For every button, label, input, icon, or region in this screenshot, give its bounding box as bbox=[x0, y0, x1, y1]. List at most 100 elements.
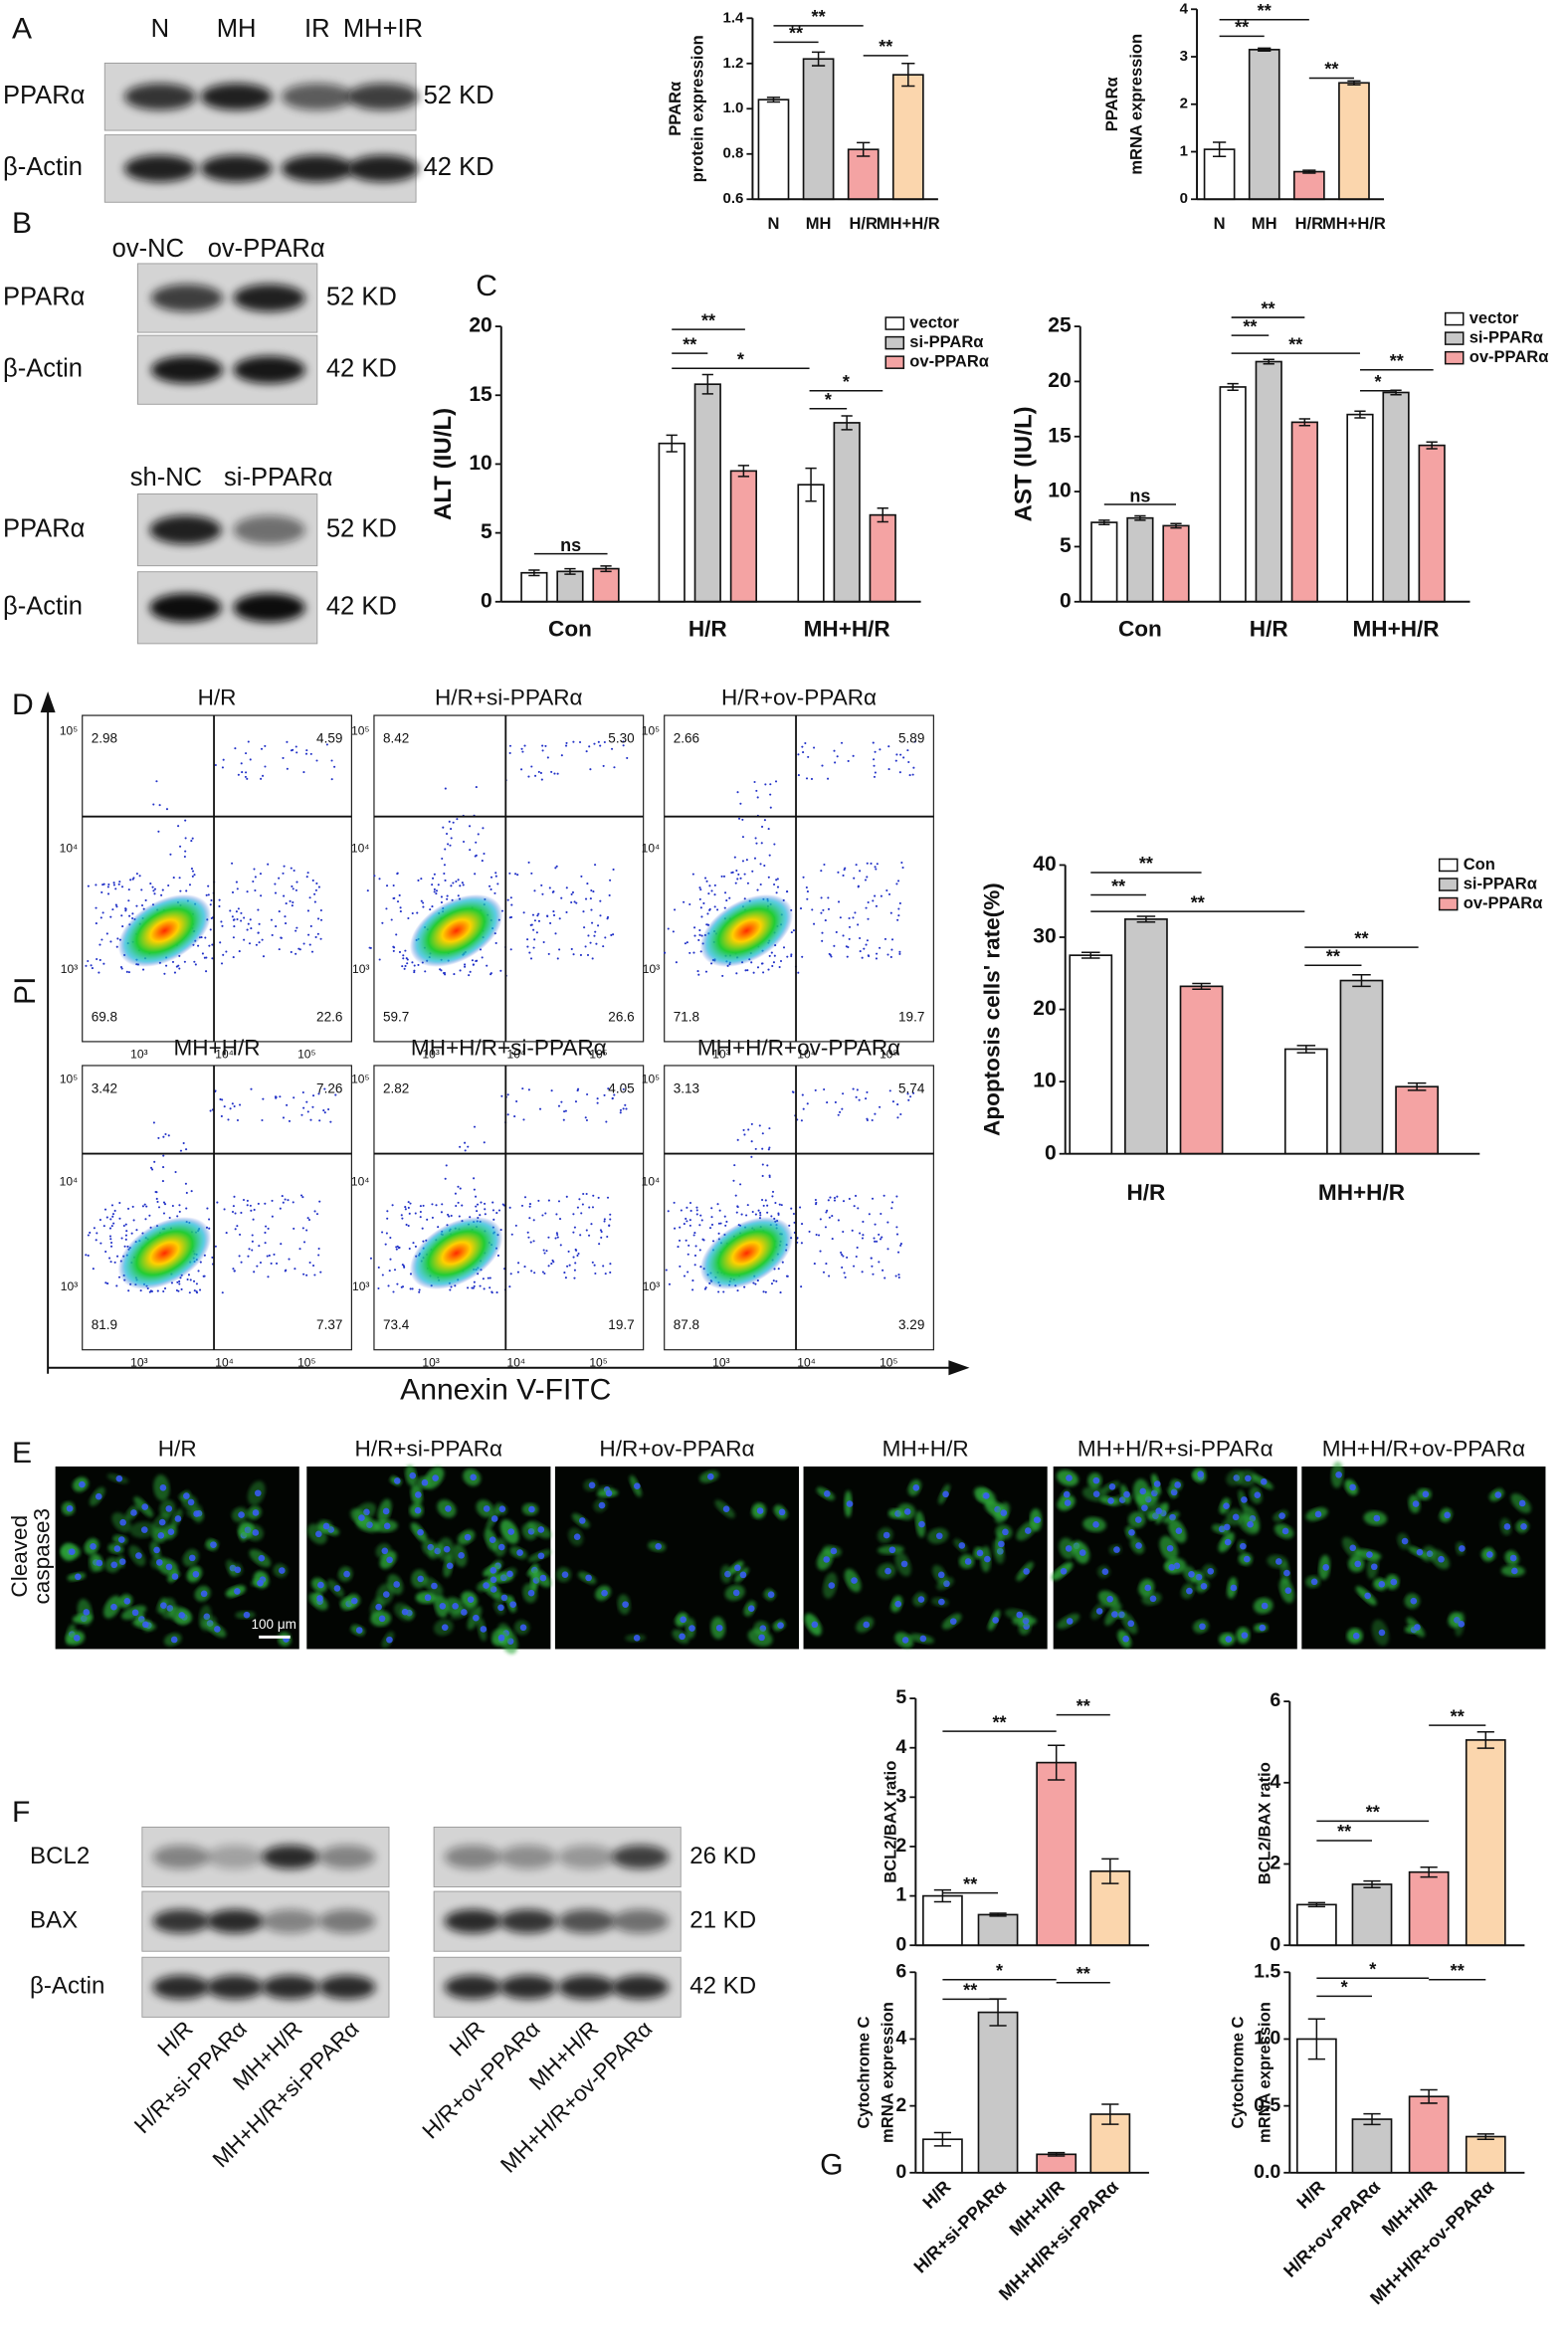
event-dot bbox=[306, 1217, 309, 1220]
event-dot bbox=[523, 744, 526, 747]
event-dot bbox=[609, 879, 612, 882]
event-dot bbox=[173, 971, 176, 974]
blot-band bbox=[499, 1975, 557, 2000]
event-dot bbox=[98, 958, 101, 962]
nucleus bbox=[846, 1500, 854, 1507]
event-dot bbox=[859, 950, 862, 953]
event-dot bbox=[111, 1215, 114, 1218]
blot-band bbox=[150, 284, 224, 312]
nucleus bbox=[79, 1480, 86, 1488]
error-bar bbox=[1081, 951, 1100, 959]
event-dot bbox=[527, 861, 530, 864]
bar bbox=[977, 2011, 1019, 2174]
nucleus bbox=[1243, 1555, 1251, 1563]
event-dot bbox=[294, 745, 297, 748]
event-dot bbox=[508, 916, 511, 919]
event-dot bbox=[467, 1286, 470, 1289]
bar bbox=[1162, 524, 1190, 603]
event-dot bbox=[288, 1258, 291, 1261]
event-dot bbox=[433, 887, 436, 891]
event-dot bbox=[311, 1094, 315, 1097]
event-dot bbox=[308, 896, 311, 899]
event-dot bbox=[873, 1237, 876, 1240]
event-dot bbox=[286, 1103, 289, 1106]
event-dot bbox=[414, 1212, 417, 1215]
error-bar bbox=[1307, 1901, 1325, 1908]
nucleus bbox=[1033, 1516, 1041, 1523]
legend-swatch bbox=[884, 355, 905, 369]
event-dot bbox=[528, 1203, 532, 1206]
event-dot bbox=[891, 1100, 894, 1103]
bar bbox=[1351, 1883, 1393, 1947]
nucleus bbox=[976, 1549, 984, 1557]
event-dot bbox=[496, 1254, 499, 1258]
event-dot bbox=[457, 894, 460, 897]
bar bbox=[1036, 2153, 1078, 2174]
nucleus bbox=[183, 1492, 190, 1499]
event-dot bbox=[325, 743, 328, 746]
x-tick-label: MH bbox=[1252, 214, 1277, 233]
event-dot bbox=[698, 1224, 701, 1227]
event-dot bbox=[852, 1087, 855, 1090]
blot-band bbox=[318, 1845, 376, 1869]
event-dot bbox=[563, 1110, 566, 1113]
nucleus bbox=[458, 1552, 465, 1559]
event-dot bbox=[754, 1213, 757, 1216]
nucleus bbox=[1092, 1521, 1099, 1528]
event-dot bbox=[103, 1208, 107, 1211]
event-dot bbox=[435, 1204, 438, 1207]
event-dot bbox=[500, 1094, 503, 1097]
event-dot bbox=[506, 1093, 509, 1096]
nucleus bbox=[131, 1609, 139, 1617]
event-dot bbox=[177, 825, 180, 828]
event-dot bbox=[887, 768, 890, 771]
event-dot bbox=[833, 749, 836, 752]
nucleus bbox=[214, 1626, 221, 1633]
nucleus bbox=[1520, 1522, 1527, 1530]
event-dot bbox=[188, 883, 192, 886]
event-dot bbox=[450, 884, 453, 887]
y-tick-label: 30 bbox=[1033, 925, 1056, 948]
event-dot bbox=[286, 767, 289, 770]
x-tick-label: 10³ bbox=[130, 1048, 147, 1062]
event-dot bbox=[87, 1254, 90, 1258]
event-dot bbox=[759, 882, 762, 886]
event-dot bbox=[830, 955, 833, 958]
event-dot bbox=[183, 960, 186, 963]
event-dot bbox=[873, 758, 876, 761]
event-dot bbox=[104, 1281, 107, 1284]
nucleus bbox=[1225, 1636, 1233, 1643]
event-dot bbox=[127, 971, 130, 974]
event-dot bbox=[245, 771, 248, 774]
event-dot bbox=[886, 1248, 889, 1251]
event-dot bbox=[517, 1262, 520, 1265]
event-dot bbox=[565, 741, 568, 744]
event-dot bbox=[746, 882, 749, 884]
event-dot bbox=[836, 755, 839, 758]
blot-band bbox=[233, 355, 305, 384]
event-dot bbox=[679, 1226, 682, 1229]
event-dot bbox=[248, 942, 252, 945]
event-dot bbox=[144, 1218, 147, 1221]
y-tick-label: 10³ bbox=[61, 1279, 78, 1293]
bar bbox=[592, 567, 620, 603]
event-dot bbox=[870, 1257, 873, 1260]
nucleus bbox=[1412, 1500, 1420, 1507]
nucleus bbox=[257, 1579, 264, 1587]
event-dot bbox=[840, 1253, 844, 1257]
event-dot bbox=[267, 1275, 270, 1278]
event-dot bbox=[420, 899, 423, 902]
event-dot bbox=[558, 948, 561, 951]
significance-label: ** bbox=[1191, 892, 1205, 912]
event-dot bbox=[839, 916, 842, 919]
legend-swatch bbox=[884, 316, 905, 330]
event-dot bbox=[381, 1231, 384, 1234]
event-dot bbox=[800, 1223, 804, 1226]
event-dot bbox=[736, 878, 739, 881]
event-dot bbox=[395, 933, 398, 936]
nucleus bbox=[386, 1556, 393, 1564]
event-dot bbox=[264, 1202, 267, 1205]
event-dot bbox=[802, 876, 805, 879]
legend-swatch bbox=[1444, 350, 1465, 365]
event-dot bbox=[490, 876, 493, 879]
